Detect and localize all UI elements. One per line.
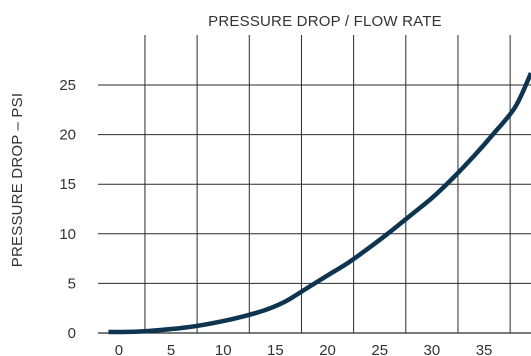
y-tick-label: 10 bbox=[59, 226, 76, 243]
chart-title: PRESSURE DROP / FLOW RATE bbox=[208, 13, 442, 30]
y-tick-label: 20 bbox=[59, 127, 76, 144]
x-tick-label: 35 bbox=[476, 342, 493, 356]
x-tick-label: 30 bbox=[424, 342, 441, 356]
x-tick-label: 20 bbox=[319, 342, 336, 356]
y-tick-label: 15 bbox=[59, 176, 76, 193]
grid-lines bbox=[98, 35, 531, 334]
x-tick-label: 10 bbox=[215, 342, 232, 356]
x-tick-label: 25 bbox=[371, 342, 388, 356]
y-tick-label: 0 bbox=[68, 325, 76, 342]
y-tick-label: 5 bbox=[68, 275, 76, 292]
x-tick-label: 0 bbox=[115, 342, 123, 356]
y-tick-label: 25 bbox=[59, 77, 76, 94]
y-tick-labels: 0 5 10 15 20 25 bbox=[59, 77, 76, 342]
x-tick-label: 5 bbox=[167, 342, 175, 356]
series-lines bbox=[108, 72, 531, 335]
y-axis-label: PRESSURE DROP – PSI bbox=[9, 93, 26, 267]
series-line bbox=[108, 72, 531, 335]
x-tick-label: 15 bbox=[267, 342, 284, 356]
x-tick-labels: 0 5 10 15 20 25 30 35 bbox=[115, 342, 493, 356]
